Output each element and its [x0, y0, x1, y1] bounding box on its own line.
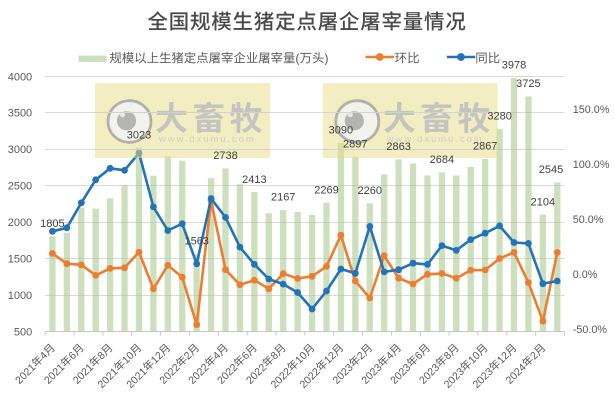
svg-text:50.0%: 50.0%: [573, 214, 604, 226]
svg-text:3500: 3500: [8, 108, 32, 120]
svg-text:2867: 2867: [473, 141, 497, 153]
svg-text:2269: 2269: [314, 184, 338, 196]
svg-text:): ): [324, 51, 328, 65]
svg-text:2413: 2413: [242, 174, 266, 186]
svg-text:3023: 3023: [127, 129, 151, 141]
svg-text:2863: 2863: [386, 141, 410, 153]
svg-text:2000: 2000: [8, 217, 32, 229]
svg-text:-50.0%: -50.0%: [573, 324, 608, 336]
svg-text:(: (: [295, 51, 300, 65]
svg-text:2500: 2500: [8, 181, 32, 193]
svg-text:3000: 3000: [8, 144, 32, 156]
svg-text:www.dxumu.com: www.dxumu.com: [386, 133, 484, 144]
svg-text:2545: 2545: [539, 164, 563, 176]
svg-text:www.dxumu.com: www.dxumu.com: [158, 133, 256, 144]
svg-text:500: 500: [14, 326, 32, 338]
svg-text:2897: 2897: [343, 139, 367, 151]
svg-text:2104: 2104: [531, 196, 555, 208]
svg-text:2260: 2260: [358, 185, 382, 197]
svg-text:4000: 4000: [8, 71, 32, 83]
svg-text:100.0%: 100.0%: [573, 159, 610, 171]
svg-text:2738: 2738: [213, 150, 237, 162]
svg-text:1805: 1805: [40, 218, 64, 230]
svg-text:3978: 3978: [502, 60, 526, 72]
svg-text:2167: 2167: [271, 192, 295, 204]
svg-text:1500: 1500: [8, 254, 32, 266]
svg-text:3725: 3725: [516, 78, 540, 90]
svg-text:0.0%: 0.0%: [573, 269, 598, 281]
svg-text:3280: 3280: [487, 111, 511, 123]
svg-text:150.0%: 150.0%: [573, 104, 610, 116]
svg-text:1000: 1000: [8, 290, 32, 302]
svg-text:1563: 1563: [184, 236, 208, 248]
svg-text:3090: 3090: [329, 124, 353, 136]
svg-text:2684: 2684: [430, 154, 454, 166]
